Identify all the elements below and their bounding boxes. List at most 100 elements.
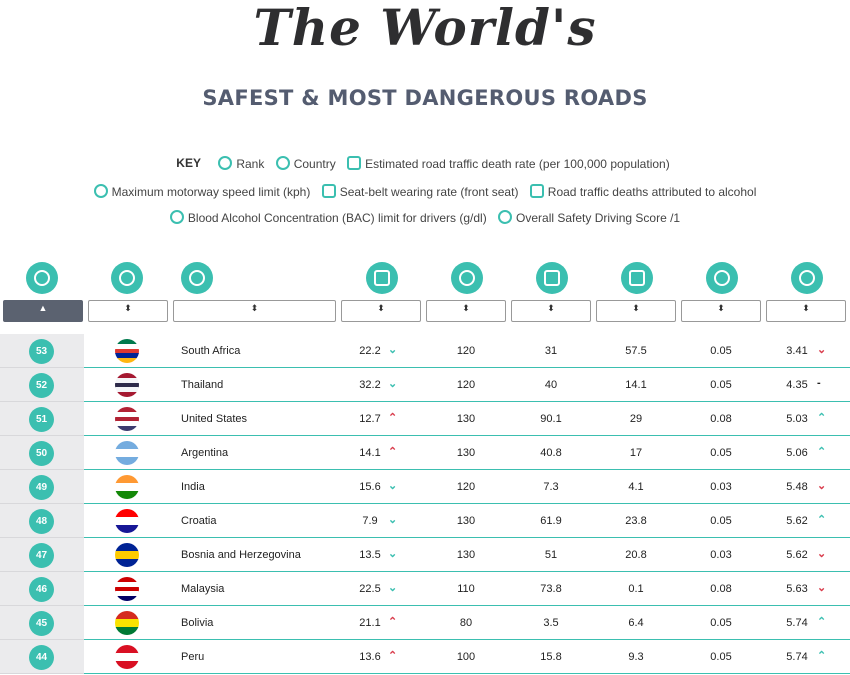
country-flag xyxy=(115,577,139,601)
alcohol-column-icon xyxy=(621,262,653,294)
sort-rank-button[interactable]: ▲ xyxy=(3,300,83,322)
trend-down-icon: ⌄ xyxy=(817,480,827,492)
seatbelt-rate-value: 73.8 xyxy=(540,583,562,595)
trend-up-icon: ⌃ xyxy=(388,412,398,424)
bac-limit-value: 0.05 xyxy=(710,447,732,459)
bac-limit-value: 0.03 xyxy=(710,549,732,561)
speed-limit-value: 130 xyxy=(456,447,476,459)
page-subtitle: SAFEST & MOST DANGEROUS ROADS xyxy=(202,86,648,110)
speed-limit-value: 130 xyxy=(456,413,476,425)
sort-score-button[interactable]: ⬍ xyxy=(766,300,846,322)
trend-down-icon: ⌄ xyxy=(388,548,398,560)
key-item-score: Overall Safety Driving Score /1 xyxy=(498,210,680,225)
safety-score-value: 5.03 xyxy=(786,413,808,425)
rank-divider xyxy=(0,571,84,572)
key-item-alcohol: Road traffic deaths attributed to alcoho… xyxy=(529,184,756,199)
safety-score-value: 5.74 xyxy=(786,617,808,629)
sort-icon: ⬍ xyxy=(802,303,810,313)
trend-down-icon: ⌄ xyxy=(388,514,398,526)
trend-down-icon: ⌄ xyxy=(388,378,398,390)
seatbelt-rate-value: 3.5 xyxy=(543,617,559,629)
glass-icon xyxy=(529,184,544,199)
key-item-label: Estimated road traffic death rate (per 1… xyxy=(365,157,670,172)
speed-limit-value: 120 xyxy=(456,481,476,493)
rank-divider xyxy=(0,435,84,436)
country-name: Malaysia xyxy=(181,583,225,595)
seatbelt-rate-value: 31 xyxy=(544,345,558,357)
death-rate-value: 12.7 xyxy=(359,413,381,425)
alcohol-deaths-value: 20.8 xyxy=(625,549,647,561)
table-row[interactable]: 45 Bolivia 21.1 ⌃ 80 3.5 6.4 0.05 5.74 ⌃ xyxy=(0,606,850,640)
rank-badge: 48 xyxy=(29,509,54,534)
trend-up-icon: ⌃ xyxy=(388,446,398,458)
table-row[interactable]: 44 Peru 13.6 ⌃ 100 15.8 9.3 0.05 5.74 ⌃ xyxy=(0,640,850,674)
seatbelt-rate-value: 40.8 xyxy=(540,447,562,459)
death-rate-value: 22.2 xyxy=(359,345,381,357)
sort-seatbelt-button[interactable]: ⬍ xyxy=(511,300,591,322)
country-flag xyxy=(115,543,139,567)
table-row[interactable]: 51 United States 12.7 ⌃ 130 90.1 29 0.08 5.03 ⌃ xyxy=(0,402,850,436)
rank-badge: 49 xyxy=(29,475,54,500)
sort-bac-button[interactable]: ⬍ xyxy=(681,300,761,322)
bac-limit-value: 0.05 xyxy=(710,345,732,357)
table-row[interactable]: 53 South Africa 22.2 ⌄ 120 31 57.5 0.05 3.41 ⌄ xyxy=(0,334,850,368)
table-row[interactable]: 50 Argentina 14.1 ⌃ 130 40.8 17 0.05 5.06 ⌃ xyxy=(0,436,850,470)
death-rate-value: 7.9 xyxy=(362,515,378,527)
country-flag xyxy=(115,373,139,397)
key-item-label: Blood Alcohol Concentration (BAC) limit … xyxy=(187,211,487,226)
death-rate-value: 21.1 xyxy=(359,617,381,629)
row-divider xyxy=(84,605,850,606)
row-divider xyxy=(84,435,850,436)
row-divider xyxy=(84,367,850,368)
row-divider xyxy=(84,571,850,572)
globe-icon xyxy=(275,156,290,171)
sort-icon: ⬍ xyxy=(377,303,385,313)
trend-up-icon: ⌃ xyxy=(817,446,827,458)
trend-up-icon: ⌃ xyxy=(817,650,827,662)
table-row[interactable]: 49 India 15.6 ⌄ 120 7.3 4.1 0.03 5.48 ⌄ xyxy=(0,470,850,504)
country-flag xyxy=(115,407,139,431)
alcohol-deaths-value: 14.1 xyxy=(625,379,647,391)
trend-up-icon: ⌃ xyxy=(388,650,398,662)
table-row[interactable]: 46 Malaysia 22.5 ⌄ 110 73.8 0.1 0.08 5.63 ⌄ xyxy=(0,572,850,606)
rank-badge: 47 xyxy=(29,543,54,568)
sort-country-button[interactable]: ⬍ xyxy=(173,300,336,322)
country-name: South Africa xyxy=(181,345,241,357)
country-flag xyxy=(115,509,139,533)
rank-divider xyxy=(0,639,84,640)
seatbelt-rate-value: 40 xyxy=(544,379,558,391)
rank-divider xyxy=(0,673,84,674)
rank-badge: 51 xyxy=(29,407,54,432)
bac-column-icon xyxy=(706,262,738,294)
speed-limit-value: 130 xyxy=(456,515,476,527)
sort-alcohol-button[interactable]: ⬍ xyxy=(596,300,676,322)
key-item-label: Rank xyxy=(236,157,265,172)
alcohol-deaths-value: 29 xyxy=(629,413,643,425)
table-row[interactable]: 47 Bosnia and Herzegovina 13.5 ⌄ 130 51 20.8 0.… xyxy=(0,538,850,572)
sort-icon: ⬍ xyxy=(547,303,555,313)
rank-badge: 52 xyxy=(29,373,54,398)
table-row[interactable]: 52 Thailand 32.2 ⌄ 120 40 14.1 0.05 4.35- xyxy=(0,368,850,402)
speed-limit-value: 130 xyxy=(456,549,476,561)
key-line-2: Maximum motorway speed limit (kph) Seat-… xyxy=(0,184,850,199)
safety-score-value: 5.63 xyxy=(786,583,808,595)
country-flag xyxy=(115,475,139,499)
table-row[interactable]: 48 Croatia 7.9 ⌄ 130 61.9 23.8 0.05 5.62 ⌃ xyxy=(0,504,850,538)
safety-score-value: 5.48 xyxy=(786,481,808,493)
sort-flag-button[interactable]: ⬍ xyxy=(88,300,168,322)
country-name: Thailand xyxy=(181,379,224,391)
rank-badge: 44 xyxy=(29,645,54,670)
safety-score-value: 5.06 xyxy=(786,447,808,459)
row-divider xyxy=(84,503,850,504)
death-rate-value: 15.6 xyxy=(359,481,381,493)
key-item-label: Maximum motorway speed limit (kph) xyxy=(111,185,311,200)
seatbelt-rate-value: 15.8 xyxy=(540,651,562,663)
trend-up-icon: ⌃ xyxy=(817,412,827,424)
speed-limit-value: 120 xyxy=(456,379,476,391)
row-divider xyxy=(84,537,850,538)
safety-score-value: 3.41 xyxy=(786,345,808,357)
sort-death-rate-button[interactable]: ⬍ xyxy=(341,300,421,322)
country-name: Croatia xyxy=(181,515,217,527)
sort-speed-button[interactable]: ⬍ xyxy=(426,300,506,322)
speed-limit-value: 80 xyxy=(459,617,473,629)
